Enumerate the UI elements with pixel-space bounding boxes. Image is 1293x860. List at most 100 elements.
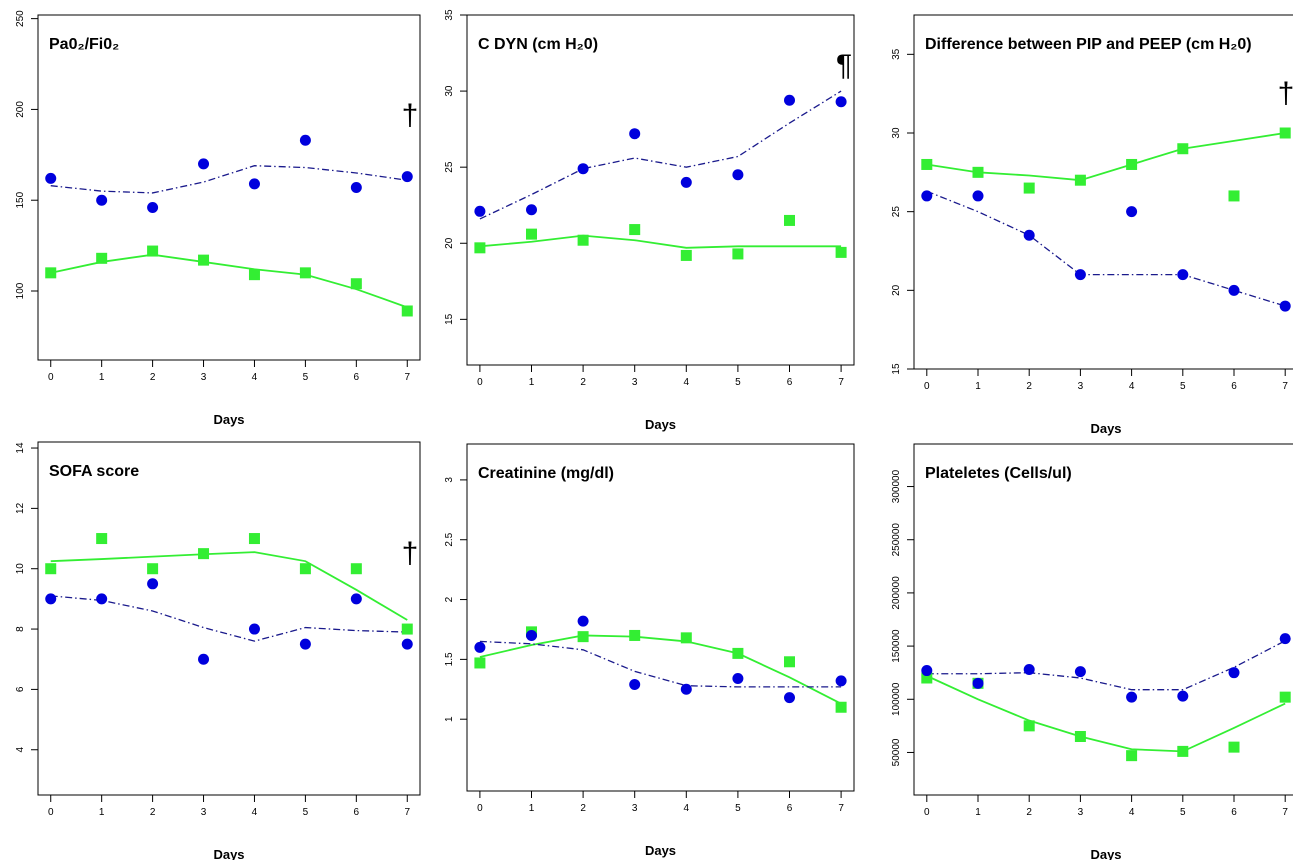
data-point-square [198,254,210,266]
x-tick-label: 2 [580,803,586,814]
data-point-circle [577,163,589,175]
x-tick-label: 4 [684,377,690,388]
y-tick-label: 250000 [891,523,902,557]
data-point-circle [1074,269,1086,281]
data-point-circle [972,190,984,202]
x-tick-label: 7 [838,803,844,814]
data-point-square [1228,741,1240,753]
data-point-circle [921,190,933,202]
y-tick-label: 100 [15,282,26,299]
data-point-square [577,631,589,643]
y-tick-label: 3 [444,477,455,483]
data-point-square [680,632,692,644]
data-point-circle [401,638,413,650]
data-point-circle [732,673,744,685]
data-point-square [1126,750,1138,762]
y-tick-label: 15 [891,363,902,375]
data-point-square [526,228,537,240]
x-tick-label: 4 [1129,381,1135,392]
x-tick-label: 1 [975,381,981,392]
data-point-square [474,657,486,669]
x-tick-label: 5 [735,377,741,388]
x-tick-label: 4 [252,807,258,818]
x-tick-label: 3 [1078,807,1084,818]
data-point-circle [1074,666,1086,678]
data-point-circle [45,172,57,184]
y-tick-label: 1 [444,716,455,722]
data-point-square [680,249,692,261]
data-point-square [299,267,311,279]
data-point-circle [1023,663,1035,675]
data-point-square [784,656,795,668]
y-tick-label: 250 [15,10,26,27]
x-tick-label: 0 [924,807,930,818]
data-point-square [299,563,311,575]
trend-line-circle-series [926,640,1286,691]
data-point-circle [577,615,589,627]
panel-title: Creatinine (mg/dl) [478,465,614,482]
x-tick-label: 5 [735,803,741,814]
x-tick-label: 0 [48,372,54,383]
data-point-circle [1126,206,1138,218]
data-point-circle [96,593,108,605]
data-point-circle [350,593,362,605]
data-point-square [198,548,210,560]
data-point-circle [299,638,311,650]
y-tick-label: 300000 [891,469,902,503]
data-point-square [45,563,57,575]
panel-title: SOFA score [49,463,139,480]
trend-line-square-series [479,234,842,249]
x-tick-label: 5 [1180,807,1186,818]
panel-title: Pa0₂/Fi0₂ [49,36,119,53]
x-axis-label: Days [1090,847,1121,860]
y-tick-label: 20 [444,237,455,249]
data-point-circle [299,134,311,146]
y-tick-label: 30 [444,85,455,97]
data-point-square [835,246,847,258]
data-point-square [147,563,159,575]
trend-line-square-series [50,253,408,309]
y-tick-label: 150000 [891,629,902,663]
data-point-circle [680,683,692,695]
data-point-square [972,166,984,178]
x-tick-label: 4 [1129,807,1135,818]
data-point-square [96,252,108,264]
data-point-circle [835,675,847,687]
y-tick-label: 100000 [891,682,902,716]
y-tick-label: 30 [891,127,902,139]
data-point-circle [401,171,413,183]
y-tick-label: 14 [15,442,26,454]
y-tick-label: 35 [891,48,902,60]
data-point-square [1023,182,1035,194]
data-point-circle [1279,633,1291,645]
x-tick-label: 5 [303,372,309,383]
x-tick-label: 5 [303,807,309,818]
data-point-square [1228,190,1240,202]
data-point-circle [96,194,108,206]
data-point-circle [1279,300,1291,312]
data-point-circle [526,204,537,216]
data-point-circle [350,182,362,193]
y-tick-label: 20 [891,284,902,296]
data-point-circle [784,94,795,106]
data-point-square [350,278,362,290]
trend-line-square-series [50,551,408,621]
x-tick-label: 2 [150,807,156,818]
x-axis-label: Days [213,412,244,427]
data-point-square [248,533,260,545]
data-point-square [96,533,108,545]
y-tick-label: 50000 [891,738,902,766]
data-point-square [732,248,744,260]
chart-panel-2: 0 1 2 3 4 5 6 7 15 20 25 30 35 Days C DYN (cm H₂0) ¶ [444,9,855,432]
data-point-square [1074,731,1086,742]
data-point-square [1126,158,1138,170]
y-tick-label: 35 [444,9,455,21]
data-point-square [921,672,933,684]
x-tick-label: 6 [787,803,793,814]
x-tick-label: 1 [99,807,105,818]
x-tick-label: 1 [529,377,535,388]
x-tick-label: 2 [1026,807,1032,818]
data-point-square [629,629,641,641]
y-tick-label: 10 [15,563,26,575]
